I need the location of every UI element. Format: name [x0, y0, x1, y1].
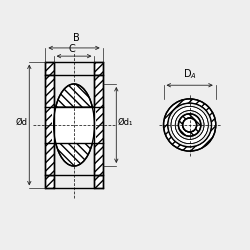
- Polygon shape: [52, 107, 96, 143]
- Polygon shape: [46, 62, 54, 75]
- Text: D$_A$: D$_A$: [183, 67, 196, 81]
- Polygon shape: [94, 75, 103, 175]
- Text: C: C: [68, 44, 75, 54]
- Circle shape: [183, 118, 196, 132]
- Polygon shape: [94, 62, 103, 75]
- Text: Ød₁: Ød₁: [118, 118, 133, 126]
- Polygon shape: [94, 175, 103, 188]
- Polygon shape: [54, 125, 94, 166]
- Text: B: B: [73, 34, 80, 43]
- Polygon shape: [46, 75, 54, 175]
- Polygon shape: [54, 84, 94, 125]
- Polygon shape: [46, 175, 54, 188]
- Text: Ød: Ød: [16, 118, 28, 126]
